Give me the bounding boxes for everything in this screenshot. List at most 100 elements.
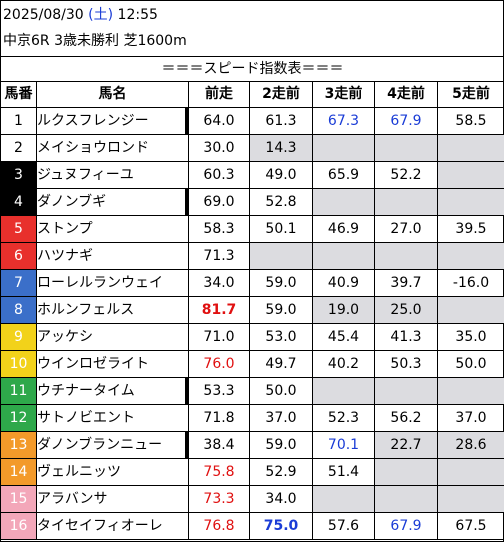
speed-index-last-race: 60.3 [188,161,250,189]
speed-index-3-races-ago: 51.4 [312,458,375,486]
speed-index-last-race: 38.4 [188,431,250,459]
speed-index-2-races-ago: 59.0 [249,431,313,459]
speed-index-2-races-ago: 34.0 [249,485,313,513]
speed-index-last-race: 53.3 [188,377,250,405]
speed-index-3-races-ago: 65.9 [312,161,375,189]
table-header-row: 馬番 馬名 前走 2走前 3走前 4走前 5走前 [0,81,504,108]
speed-index-last-race: 73.3 [188,485,250,513]
table-row: 4 ダノンブギ 69.0 52.8 [0,188,504,216]
speed-index-2-races-ago: 50.1 [249,215,313,243]
horse-number: 10 [0,350,37,378]
speed-index-2-races-ago: 37.0 [249,404,313,432]
speed-index-2-races-ago: 75.0 [249,512,313,540]
horse-name: アッケシ [36,323,189,351]
speed-index-5-races-ago: 39.5 [436,215,504,243]
speed-index-3-races-ago: 19.0 [312,296,375,324]
col-header-last-race: 前走 [188,81,250,108]
table-row: 6 ハツナギ 71.3 [0,242,504,270]
speed-index-4-races-ago: 50.3 [374,350,438,378]
horse-number: 13 [0,431,37,459]
speed-index-5-races-ago [436,188,504,216]
horse-number: 14 [0,458,37,486]
speed-index-5-races-ago: 35.0 [436,323,504,351]
table-row: 8 ホルンフェルス 81.7 59.0 19.0 25.0 [0,296,504,324]
horse-number: 2 [0,134,37,162]
speed-index-5-races-ago [436,377,504,405]
speed-index-5-races-ago [436,296,504,324]
speed-index-2-races-ago: 49.0 [249,161,313,189]
col-header-number: 馬番 [0,81,37,108]
table-title-row: ＝＝＝スピード指数表＝＝＝ [0,56,504,82]
horse-name: ダノンブランニュー [36,431,189,459]
table-row: 1 ルクスフレンジー 64.0 61.3 67.3 67.9 58.5 [0,107,504,135]
horse-name: ローレルランウェイ [36,269,189,297]
table-row: 7 ローレルランウェイ 34.0 59.0 40.9 39.7 -16.0 [0,269,504,297]
speed-index-3-races-ago: 52.3 [312,404,375,432]
race-day-of-week: (土) [88,7,114,23]
col-header-2-races-ago: 2走前 [249,81,313,108]
horse-number: 12 [0,404,37,432]
speed-index-last-race: 64.0 [188,107,250,135]
speed-index-5-races-ago: 37.0 [436,404,504,432]
horse-name: タイセイフィオーレ [36,512,189,540]
speed-index-last-race: 71.0 [188,323,250,351]
speed-index-2-races-ago: 14.3 [249,134,313,162]
horse-number: 1 [0,107,37,135]
speed-index-2-races-ago: 61.3 [249,107,313,135]
horse-number: 8 [0,296,37,324]
speed-index-5-races-ago: 50.0 [436,350,504,378]
speed-index-last-race: 76.0 [188,350,250,378]
speed-index-2-races-ago [249,242,313,270]
speed-index-last-race: 58.3 [188,215,250,243]
race-time: 12:55 [117,7,158,23]
speed-index-3-races-ago: 40.2 [312,350,375,378]
speed-index-4-races-ago [374,377,438,405]
race-datetime: 2025/08/30 (土) 12:55 [3,5,158,25]
table-row: 15 アラバンサ 73.3 34.0 [0,485,504,513]
horse-name: サトノビエント [36,404,189,432]
horse-number: 15 [0,485,37,513]
speed-index-4-races-ago [374,458,438,486]
speed-index-last-race: 81.7 [188,296,250,324]
table-row: 14 ヴェルニッツ 75.8 52.9 51.4 [0,458,504,486]
speed-index-4-races-ago [374,242,438,270]
horse-name: アラバンサ [36,485,189,513]
speed-index-5-races-ago: 58.5 [436,107,504,135]
speed-index-3-races-ago [312,188,375,216]
horse-name: ダノンブギ [36,188,189,216]
speed-index-last-race: 75.8 [188,458,250,486]
speed-index-3-races-ago: 70.1 [312,431,375,459]
horse-number: 4 [0,188,37,216]
table-row: 2 メイショウロンド 30.0 14.3 [0,134,504,162]
speed-index-4-races-ago: 22.7 [374,431,438,459]
col-header-3-races-ago: 3走前 [312,81,375,108]
speed-index-4-races-ago: 67.9 [374,512,438,540]
speed-index-2-races-ago: 52.9 [249,458,313,486]
horse-name: ハツナギ [36,242,189,270]
horse-number: 9 [0,323,37,351]
col-header-4-races-ago: 4走前 [374,81,438,108]
horse-name: ヴェルニッツ [36,458,189,486]
speed-index-last-race: 34.0 [188,269,250,297]
speed-index-table: ＝＝＝スピード指数表＝＝＝ 馬番 馬名 前走 2走前 3走前 4走前 5走前 1… [0,56,504,540]
horse-number: 6 [0,242,37,270]
horse-number: 3 [0,161,37,189]
horse-number: 11 [0,377,37,405]
speed-index-3-races-ago [312,485,375,513]
speed-index-last-race: 71.3 [188,242,250,270]
table-row: 11 ウチナータイム 53.3 50.0 [0,377,504,405]
speed-index-5-races-ago: 28.6 [436,431,504,459]
speed-index-3-races-ago: 45.4 [312,323,375,351]
table-row: 10 ウインロゼライト 76.0 49.7 40.2 50.3 50.0 [0,350,504,378]
table-row: 9 アッケシ 71.0 53.0 45.4 41.3 35.0 [0,323,504,351]
table-row: 3 ジュヌフィーユ 60.3 49.0 65.9 52.2 [0,161,504,189]
speed-index-4-races-ago: 27.0 [374,215,438,243]
speed-index-2-races-ago: 52.8 [249,188,313,216]
speed-index-3-races-ago [312,134,375,162]
table-title: ＝＝＝スピード指数表＝＝＝ [0,56,504,82]
speed-index-last-race: 71.8 [188,404,250,432]
speed-index-5-races-ago [436,134,504,162]
speed-index-2-races-ago: 59.0 [249,269,313,297]
table-row: 5 ストンプ 58.3 50.1 46.9 27.0 39.5 [0,215,504,243]
table-row: 12 サトノビエント 71.8 37.0 52.3 56.2 37.0 [0,404,504,432]
